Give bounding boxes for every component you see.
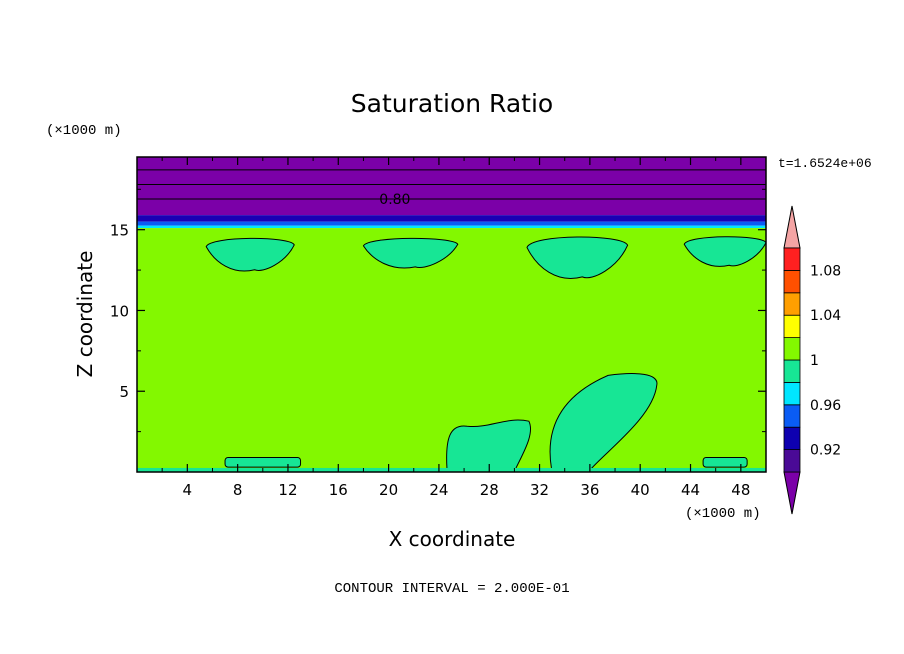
colorbar-tick-label: 0.92 [810,443,841,459]
patch-5 [549,373,658,470]
x-tick-label: 44 [681,481,700,499]
patch-1 [362,237,459,269]
band-1 [137,215,766,222]
y-tick-label: 5 [119,383,129,401]
colorbar-arrow-high [783,205,801,249]
patch-0 [205,237,295,272]
colorbar-arrow-low [783,471,801,515]
x-unit-label: (×1000 m) [685,506,761,522]
patch-3 [683,236,767,267]
x-tick-label: 36 [580,481,599,499]
x-tick-label: 8 [233,481,243,499]
y-unit-label: (×1000 m) [46,123,122,139]
surface-patch-1 [702,456,748,468]
colorbar-swatch [783,359,801,383]
surface-patch-0 [224,456,302,468]
colorbar-swatch [783,292,801,316]
chart-title: Saturation Ratio [351,89,553,118]
y-tick-label: 10 [110,302,129,320]
colorbar-swatch [783,381,801,406]
surface-strip [137,467,766,472]
colorbar-tick-label: 1 [810,353,819,369]
colorbar-tick-label: 0.96 [810,398,841,414]
x-tick-label: 12 [278,481,297,499]
colorbar-tick-label: 1.08 [810,263,841,279]
x-tick-label: 16 [329,481,348,499]
colorbar-swatch [783,269,801,294]
plot-area: 0.80 [137,157,767,472]
colorbar-swatch [783,337,801,361]
y-axis-label: Z coordinate [73,251,97,378]
x-tick-label: 24 [429,481,448,499]
x-tick-label: 40 [631,481,650,499]
colorbar-tick-label: 1.04 [810,308,841,324]
colorbar-swatch [783,404,801,428]
colorbar-swatch [783,314,801,339]
contour-interval-label: CONTOUR INTERVAL = 2.000E-01 [334,581,569,597]
colorbar-swatch [783,426,801,451]
patch-4 [446,419,531,470]
contour-label: 0.80 [379,192,410,208]
x-tick-label: 20 [379,481,398,499]
x-axis-label: X coordinate [389,527,516,551]
x-tick-label: 28 [480,481,499,499]
plot-frame [136,156,767,473]
x-tick-label: 4 [183,481,193,499]
band-2 [137,221,766,226]
time-label: t=1.6524e+06 [778,156,872,171]
y-tick-label: 15 [110,222,129,240]
colorbar-swatch [783,449,801,473]
x-tick-label: 32 [530,481,549,499]
band-0 [137,157,766,216]
patch-2 [526,236,629,279]
colorbar: 0.92 0.96 1 1.04 1.08 [783,205,841,515]
x-tick-label: 48 [731,481,750,499]
colorbar-swatch [783,247,801,271]
band-3 [137,225,766,229]
